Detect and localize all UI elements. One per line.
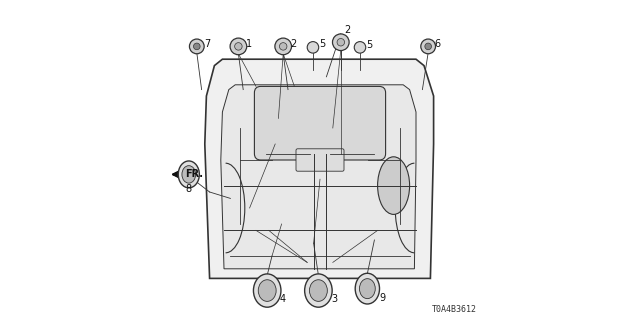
Circle shape bbox=[275, 38, 292, 55]
Text: 2: 2 bbox=[344, 25, 350, 36]
PathPatch shape bbox=[205, 59, 434, 278]
Text: 6: 6 bbox=[435, 39, 441, 49]
Circle shape bbox=[189, 39, 204, 54]
Circle shape bbox=[193, 43, 200, 50]
Text: 3: 3 bbox=[332, 294, 337, 304]
Circle shape bbox=[307, 42, 319, 53]
PathPatch shape bbox=[221, 85, 416, 269]
Ellipse shape bbox=[178, 161, 200, 188]
Ellipse shape bbox=[253, 274, 281, 307]
Ellipse shape bbox=[378, 157, 410, 214]
Text: 8: 8 bbox=[185, 184, 191, 195]
Circle shape bbox=[280, 43, 287, 50]
Ellipse shape bbox=[259, 280, 276, 301]
Text: 9: 9 bbox=[380, 292, 385, 303]
Circle shape bbox=[421, 39, 435, 54]
Text: 5: 5 bbox=[319, 39, 325, 49]
Circle shape bbox=[333, 34, 349, 51]
Text: 1: 1 bbox=[246, 39, 252, 49]
Text: T0A4B3612: T0A4B3612 bbox=[432, 305, 477, 314]
Circle shape bbox=[425, 43, 431, 50]
Text: 7: 7 bbox=[204, 39, 211, 49]
Ellipse shape bbox=[355, 273, 380, 304]
FancyBboxPatch shape bbox=[296, 149, 344, 171]
Text: 5: 5 bbox=[366, 40, 372, 50]
Ellipse shape bbox=[360, 279, 375, 299]
Ellipse shape bbox=[182, 166, 196, 183]
Text: 4: 4 bbox=[280, 294, 286, 304]
Circle shape bbox=[337, 38, 344, 46]
FancyBboxPatch shape bbox=[254, 86, 385, 160]
Text: 2: 2 bbox=[291, 39, 296, 49]
Circle shape bbox=[230, 38, 247, 55]
Text: FR.: FR. bbox=[186, 169, 204, 180]
Ellipse shape bbox=[310, 280, 327, 301]
Ellipse shape bbox=[305, 274, 332, 307]
Circle shape bbox=[235, 43, 242, 50]
Circle shape bbox=[355, 42, 366, 53]
